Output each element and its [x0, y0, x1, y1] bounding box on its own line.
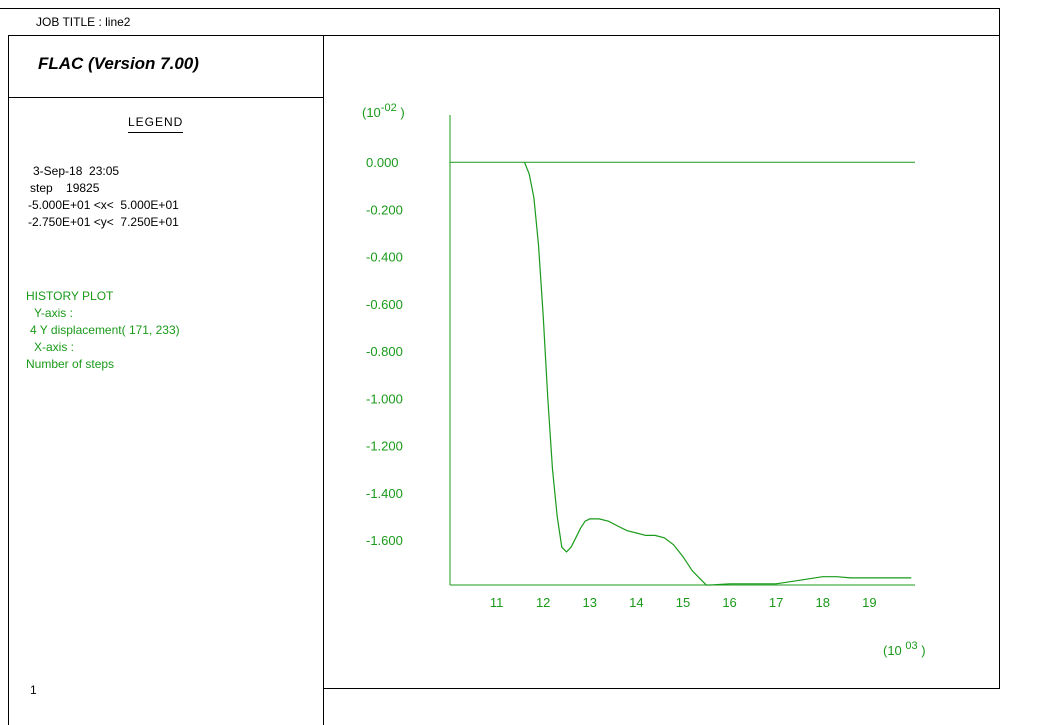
x-tick-label: 11	[490, 595, 504, 610]
history-plot-label: HISTORY PLOT	[26, 289, 114, 303]
frame-plot-bottom	[323, 688, 1000, 689]
job-title: JOB TITLE : line2	[36, 15, 131, 29]
y-tick-label: -1.600	[366, 533, 403, 548]
x-tick-label: 16	[722, 595, 736, 610]
x-axis-label: X-axis :	[34, 340, 75, 354]
y-tick-label: -1.400	[366, 486, 403, 501]
page-number: 1	[30, 683, 37, 697]
x-tick-label: 17	[769, 595, 783, 610]
legend-y-range: -2.750E+01 <y< 7.250E+01	[28, 215, 179, 229]
y-axis-label: Y-axis :	[34, 306, 73, 320]
x-tick-label: 14	[629, 595, 643, 610]
legend-step: step 19825	[30, 181, 100, 195]
y-tick-label: -0.200	[366, 202, 403, 217]
program-title: FLAC (Version 7.00)	[38, 54, 199, 73]
frame-left-column	[8, 35, 9, 725]
x-tick-labels: 11 12 13 14 15 16 17 18 19	[490, 595, 877, 610]
y-multiplier: (10-02 )	[362, 102, 405, 120]
legend-x-range: -5.000E+01 <x< 5.000E+01	[28, 198, 179, 212]
y-tick-labels: 0.000 -0.200 -0.400 -0.600 -0.800 -1.000 -1.20…	[366, 155, 403, 548]
x-tick-label: 12	[536, 595, 550, 610]
frame-panel-divider	[323, 35, 324, 725]
frame-title-divider	[8, 35, 1000, 36]
y-tick-label: -0.800	[366, 344, 403, 359]
x-tick-label: 15	[676, 595, 690, 610]
y-tick-label: -0.600	[366, 297, 403, 312]
frame-right	[999, 8, 1000, 688]
legend-title: LEGEND	[128, 114, 184, 133]
y-tick-label: -1.200	[366, 439, 403, 454]
y-tick-label: 0.000	[366, 155, 399, 170]
y-axis-item: 4 Y displacement( 171, 233)	[30, 323, 180, 337]
legend-date: 3-Sep-18 23:05	[33, 164, 120, 178]
x-axis-item: Number of steps	[26, 357, 115, 371]
x-multiplier: (10 03 )	[883, 640, 926, 658]
y-tick-label: -1.000	[366, 391, 403, 406]
frame-program-divider	[8, 97, 323, 98]
frame-top	[0, 8, 1000, 9]
x-tick-label: 19	[862, 595, 876, 610]
y-displacement-series	[523, 161, 912, 586]
y-tick-label: -0.400	[366, 250, 403, 265]
x-tick-label: 18	[816, 595, 830, 610]
x-tick-label: 13	[583, 595, 597, 610]
